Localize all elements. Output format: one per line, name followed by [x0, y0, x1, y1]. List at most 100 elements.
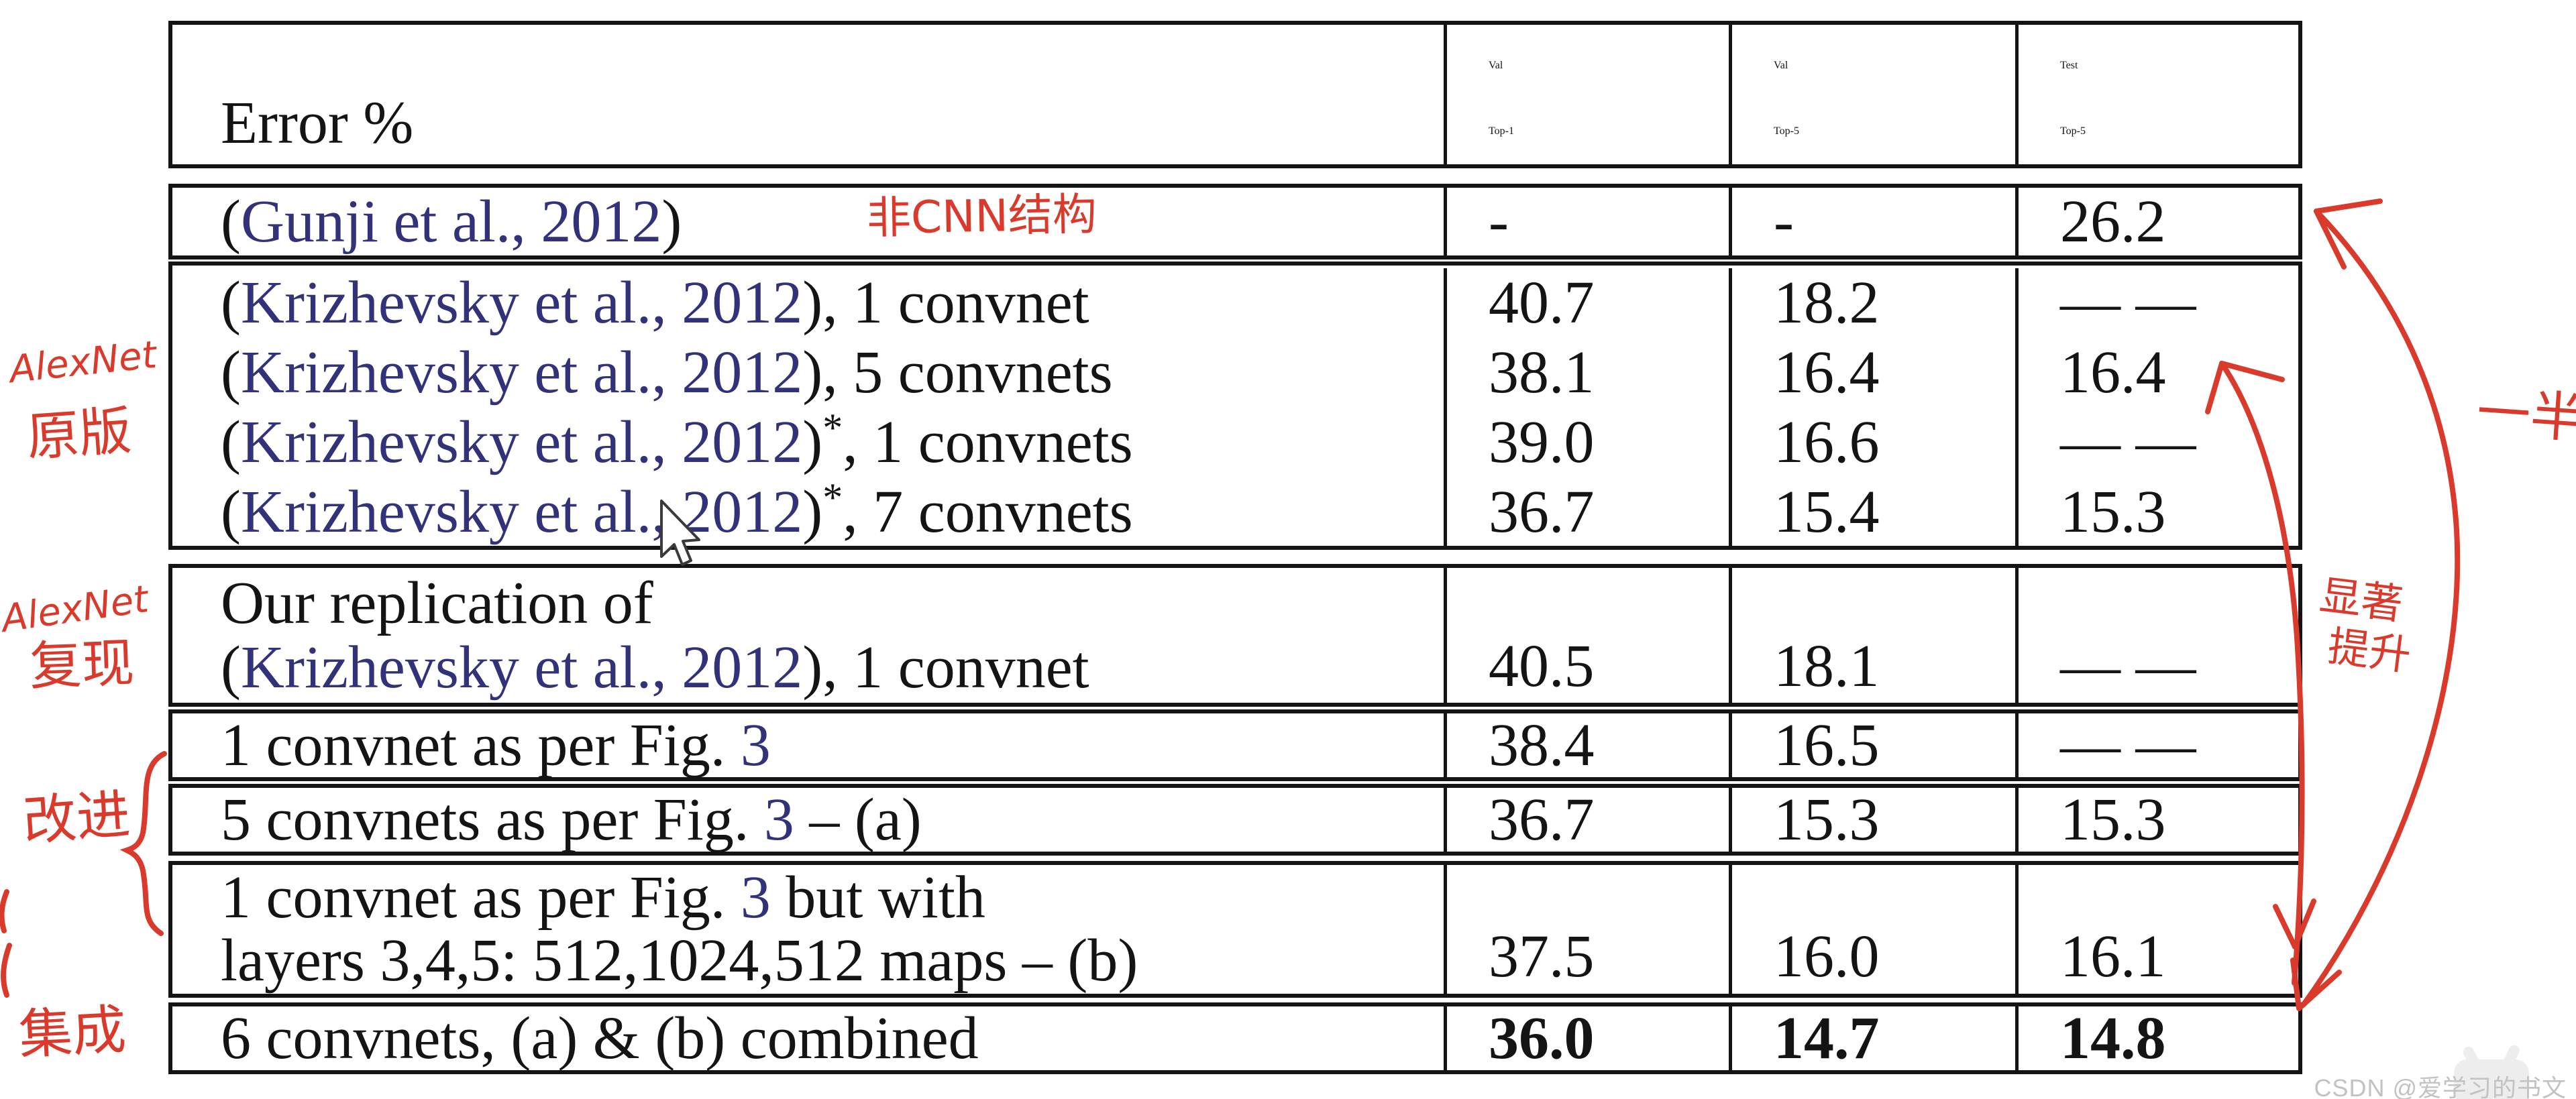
col-header-line: Test: [2060, 60, 2078, 71]
citation-link-krizhevsky[interactable]: Krizhevsky et al., 2012: [240, 339, 803, 406]
table-block-krizhevsky: (Krizhevsky et al., 2012), 1 convnet (Kr…: [168, 262, 2302, 550]
row-label-text: 5 convnets as per Fig.: [221, 787, 764, 853]
citation-link-krizhevsky[interactable]: Krizhevsky et al., 2012: [240, 634, 803, 701]
row-label: 1 convnet as per Fig. 3: [221, 711, 1444, 780]
row-label-text: 1 convnet as per Fig.: [221, 864, 741, 931]
paren: (: [221, 634, 241, 701]
row-label: (Gunji et al., 2012): [221, 187, 1444, 256]
test-top5-cell: 14.8: [2060, 1005, 2166, 1072]
val-top5-cell: 15.4: [1774, 479, 1880, 545]
table-row-gunji: (Gunji et al., 2012) - - 26.2: [168, 184, 2302, 259]
test-top5-cell: 15.3: [2060, 787, 2166, 853]
val-top5-cell: 15.3: [1774, 787, 1880, 853]
val-top5-cell: 16.6: [1774, 409, 1880, 475]
row-label-suffix: , 1 convnets: [843, 409, 1133, 475]
test-top5-cell: 26.2: [2060, 188, 2166, 255]
val-top1-cell: 38.1: [1489, 339, 1595, 406]
paren: ): [802, 339, 823, 406]
figure-3-link[interactable]: 3: [740, 712, 771, 778]
paren: (: [221, 270, 241, 336]
col-header-line: Top-1: [1489, 125, 1514, 137]
col-header-line: Val: [1774, 60, 1788, 71]
annotation-alexnet-original-line2: 原版: [24, 400, 133, 469]
row-label: 6 convnets, (a) & (b) combined: [221, 1005, 979, 1072]
table-row-fig3a: 5 convnets as per Fig. 3 – (a) 36.7 15.3…: [168, 784, 2302, 856]
paren: ): [661, 188, 682, 255]
row-label: (Krizhevsky et al., 2012)*, 7 convnets: [221, 477, 1444, 547]
table-row-combined: 6 convnets, (a) & (b) combined 36.0 14.7…: [168, 1002, 2302, 1074]
val-top1-cell: -: [1489, 188, 1509, 255]
val-top1-cell: 40.5: [1489, 633, 1595, 699]
val-top5-cell: 16.5: [1774, 712, 1880, 778]
val-top5-cell: 18.2: [1774, 270, 1880, 336]
col-header-line: Val: [1489, 60, 1503, 71]
row-label-text: 1 convnet as per Fig.: [221, 712, 741, 778]
citation-link-krizhevsky[interactable]: Krizhevsky et al., 2012: [240, 479, 803, 545]
annotation-alexnet-original-line1: AlexNet: [7, 333, 159, 392]
col-header-line: Top-5: [2060, 125, 2086, 137]
annotation-ensemble: 集成: [17, 998, 128, 1067]
row-label-suffix: – (a): [794, 787, 922, 853]
row-label-line1: 1 convnet as per Fig. 3 but with: [221, 866, 1444, 929]
citation-link-krizhevsky[interactable]: Krizhevsky et al., 2012: [240, 409, 803, 475]
edge-stroke: [0, 889, 9, 933]
figure-3-link[interactable]: 3: [740, 864, 771, 931]
col-header-line: Top-5: [1774, 125, 1799, 137]
row-label: (Krizhevsky et al., 2012), 5 convnets: [221, 338, 1444, 408]
csdn-logo-watermark: [2454, 1059, 2529, 1099]
annotation-non-cnn: 非CNN结构: [866, 188, 1097, 244]
table-row-fig3: 1 convnet as per Fig. 3 38.4 16.5 — —: [168, 709, 2302, 781]
citation-link-gunji[interactable]: Gunji et al., 2012: [240, 188, 662, 255]
footnote-star: *: [822, 406, 843, 450]
val-top5-cell: 18.1: [1774, 633, 1880, 699]
edge-stroke: [1, 943, 12, 998]
annotation-improvement: 改进: [20, 783, 133, 853]
val-top1-cell: 37.5: [1489, 923, 1595, 990]
row-label-suffix: , 7 convnets: [843, 479, 1133, 545]
figure-3-link[interactable]: 3: [763, 787, 794, 853]
val-top5-cell: 16.4: [1774, 339, 1880, 406]
row-label: (Krizhevsky et al., 2012)*, 1 convnets: [221, 408, 1444, 477]
col-header-val-top1: Val Top-1: [1444, 25, 1729, 164]
val-top1-cell: 39.0: [1489, 409, 1595, 475]
row-label-line2: (Krizhevsky et al., 2012), 1 convnet: [221, 634, 1444, 701]
row-label-suffix: but with: [770, 864, 985, 931]
val-top1-cell: 38.4: [1489, 712, 1595, 778]
annotation-alexnet-replication-line1: AlexNet: [0, 577, 152, 641]
row-label-line2: layers 3,4,5: 512,1024,512 maps – (b): [221, 927, 1138, 994]
paren: ): [802, 270, 823, 336]
row-label: (Krizhevsky et al., 2012), 1 convnet: [221, 268, 1444, 338]
paren: ): [802, 409, 823, 475]
val-top5-cell: 16.0: [1774, 923, 1880, 990]
col-header-test-top5: Test Top-5: [2015, 25, 2298, 164]
annotation-half: 一半: [2474, 380, 2576, 451]
watermark-text: CSDN @爱学习的书文: [2314, 1074, 2567, 1099]
annotation-significant-line1: 显著: [2317, 570, 2406, 630]
paren: ): [802, 634, 823, 701]
annotation-significant-line2: 提升: [2325, 621, 2414, 681]
test-top5-cell: — —: [2060, 270, 2196, 336]
paren: (: [221, 188, 241, 255]
table-row-layers-b: 1 convnet as per Fig. 3 but with layers …: [168, 861, 2302, 998]
col-header-val-top5: Val Top-5: [1729, 25, 2015, 164]
test-top5-cell: — —: [2060, 409, 2196, 475]
test-top5-cell: — —: [2060, 633, 2196, 699]
table-row-our-replication: Our replication of (Krizhevsky et al., 2…: [168, 564, 2302, 707]
val-top1-cell: 36.0: [1489, 1005, 1595, 1072]
row-label-line1: Our replication of: [221, 569, 653, 636]
val-top1-cell: 36.7: [1489, 787, 1595, 853]
citation-link-krizhevsky[interactable]: Krizhevsky et al., 2012: [240, 270, 803, 336]
table-header-row: Error % Val Top-1 Val Top-5 Test Top-5: [168, 21, 2302, 168]
test-top5-cell: 15.3: [2060, 479, 2166, 545]
paren: (: [221, 409, 241, 475]
error-percent-header: Error %: [221, 90, 414, 156]
row-label: 5 convnets as per Fig. 3 – (a): [221, 785, 1444, 854]
footnote-star: *: [822, 475, 843, 520]
paren: ): [802, 479, 823, 545]
test-top5-cell: — —: [2060, 712, 2196, 778]
val-top1-cell: 40.7: [1489, 270, 1595, 336]
row-label-suffix: , 1 convnet: [822, 270, 1089, 336]
row-label-suffix: , 1 convnet: [822, 634, 1089, 701]
val-top5-cell: 14.7: [1774, 1005, 1880, 1072]
